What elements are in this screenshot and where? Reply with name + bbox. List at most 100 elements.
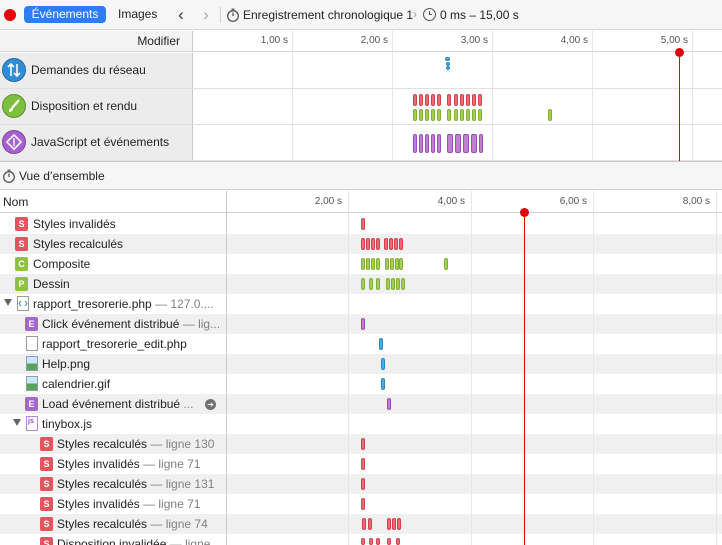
- composite-bar[interactable]: [437, 109, 441, 121]
- time-range[interactable]: 0 ms – 15,00 s: [440, 8, 519, 22]
- modifier-button[interactable]: Modifier: [0, 31, 193, 51]
- network-bar[interactable]: [379, 338, 383, 350]
- script-bar[interactable]: [419, 134, 423, 153]
- list-item[interactable]: S Styles invalidés — ligne 71: [0, 454, 722, 474]
- paint-bar[interactable]: [369, 278, 373, 290]
- list-item[interactable]: C Composite: [0, 254, 722, 274]
- tab-evenements[interactable]: Événements: [24, 6, 106, 23]
- composite-bar[interactable]: [371, 258, 375, 270]
- composite-bar[interactable]: [454, 109, 458, 121]
- composite-bar[interactable]: [399, 258, 403, 270]
- composite-bar[interactable]: [425, 109, 429, 121]
- tab-images[interactable]: Images: [118, 7, 158, 21]
- composite-bar[interactable]: [390, 258, 394, 270]
- styles-bar[interactable]: [447, 94, 451, 106]
- list-item[interactable]: E Load événement distribué ... ➜: [0, 394, 722, 414]
- styles-bar[interactable]: [413, 94, 417, 106]
- list-item[interactable]: S Styles recalculés — ligne 74: [0, 514, 722, 534]
- overview-row-layout[interactable]: Disposition et rendu: [0, 89, 722, 125]
- network-bar[interactable]: [445, 57, 450, 61]
- styles-bar[interactable]: [361, 498, 365, 510]
- paint-bar[interactable]: [391, 278, 395, 290]
- styles-bar[interactable]: [361, 538, 365, 545]
- script-bar[interactable]: [437, 134, 441, 153]
- list-item[interactable]: rapport_tresorerie.php — 127.0....: [0, 294, 722, 314]
- styles-bar[interactable]: [361, 458, 365, 470]
- styles-bar[interactable]: [454, 94, 458, 106]
- overview-row-label[interactable]: Demandes du réseau: [0, 53, 193, 88]
- list-item[interactable]: S Styles invalidés — ligne 71: [0, 494, 722, 514]
- styles-bar[interactable]: [392, 518, 396, 530]
- styles-bar[interactable]: [376, 238, 380, 250]
- overview-playhead[interactable]: [679, 52, 680, 161]
- script-bar[interactable]: [431, 134, 435, 153]
- vue-ensemble-header[interactable]: Vue d’ensemble: [0, 162, 722, 190]
- network-bar[interactable]: [446, 62, 450, 66]
- styles-bar[interactable]: [361, 478, 365, 490]
- disclosure-triangle-icon[interactable]: [4, 299, 12, 306]
- chevron-right-icon[interactable]: ›: [203, 5, 209, 24]
- paint-bar[interactable]: [376, 278, 380, 290]
- composite-bar[interactable]: [419, 109, 423, 121]
- styles-bar[interactable]: [369, 538, 373, 545]
- overview-row-label[interactable]: JavaScript et événements: [0, 125, 193, 160]
- script-bar[interactable]: [425, 134, 429, 153]
- composite-bar[interactable]: [413, 109, 417, 121]
- styles-bar[interactable]: [371, 238, 375, 250]
- composite-bar[interactable]: [460, 109, 464, 121]
- script-bar[interactable]: [413, 134, 417, 153]
- composite-bar[interactable]: [395, 258, 399, 270]
- composite-bar[interactable]: [472, 109, 476, 121]
- list-item[interactable]: Help.png: [0, 354, 722, 374]
- overview-row-label[interactable]: Disposition et rendu: [0, 89, 193, 124]
- column-header-nom[interactable]: Nom: [3, 195, 29, 209]
- network-bar[interactable]: [381, 378, 385, 390]
- styles-bar[interactable]: [472, 94, 476, 106]
- styles-bar[interactable]: [419, 94, 423, 106]
- list-item[interactable]: js tinybox.js: [0, 414, 722, 434]
- list-playhead[interactable]: [524, 213, 525, 545]
- styles-bar[interactable]: [466, 94, 470, 106]
- paint-bar[interactable]: [396, 278, 400, 290]
- composite-bar[interactable]: [478, 109, 482, 121]
- styles-bar[interactable]: [396, 538, 400, 545]
- paint-bar[interactable]: [386, 278, 390, 290]
- composite-bar[interactable]: [361, 258, 365, 270]
- list-playhead-handle[interactable]: [520, 208, 529, 217]
- styles-bar[interactable]: [361, 218, 365, 230]
- script-bar[interactable]: [463, 134, 469, 153]
- paint-bar[interactable]: [401, 278, 405, 290]
- styles-bar[interactable]: [478, 94, 482, 106]
- column-divider[interactable]: [226, 191, 227, 545]
- composite-bar[interactable]: [466, 109, 470, 121]
- styles-bar[interactable]: [361, 238, 365, 250]
- styles-bar[interactable]: [399, 238, 403, 250]
- overview-row-javascript[interactable]: JavaScript et événements: [0, 125, 722, 161]
- overview-row-network[interactable]: Demandes du réseau: [0, 53, 722, 89]
- styles-bar[interactable]: [425, 94, 429, 106]
- network-bar[interactable]: [381, 358, 385, 370]
- styles-bar[interactable]: [384, 238, 388, 250]
- overview-playhead-handle[interactable]: [675, 48, 684, 57]
- composite-bar[interactable]: [385, 258, 389, 270]
- styles-bar[interactable]: [397, 518, 401, 530]
- list-item[interactable]: S Disposition invalidée — ligne ...: [0, 534, 722, 545]
- styles-bar[interactable]: [437, 94, 441, 106]
- styles-bar[interactable]: [460, 94, 464, 106]
- record-button[interactable]: [4, 9, 16, 21]
- styles-bar[interactable]: [387, 538, 391, 545]
- overview-divider[interactable]: [0, 161, 722, 162]
- composite-bar[interactable]: [447, 109, 451, 121]
- composite-bar[interactable]: [548, 109, 552, 121]
- styles-bar[interactable]: [376, 538, 380, 545]
- composite-bar[interactable]: [444, 258, 448, 270]
- styles-bar[interactable]: [389, 238, 393, 250]
- go-to-arrow-icon[interactable]: ➜: [205, 399, 216, 410]
- network-bar[interactable]: [446, 66, 450, 70]
- script-bar[interactable]: [479, 134, 483, 153]
- styles-bar[interactable]: [366, 238, 370, 250]
- paint-bar[interactable]: [361, 278, 365, 290]
- list-item[interactable]: calendrier.gif: [0, 374, 722, 394]
- styles-bar[interactable]: [361, 438, 365, 450]
- script-bar[interactable]: [447, 134, 453, 153]
